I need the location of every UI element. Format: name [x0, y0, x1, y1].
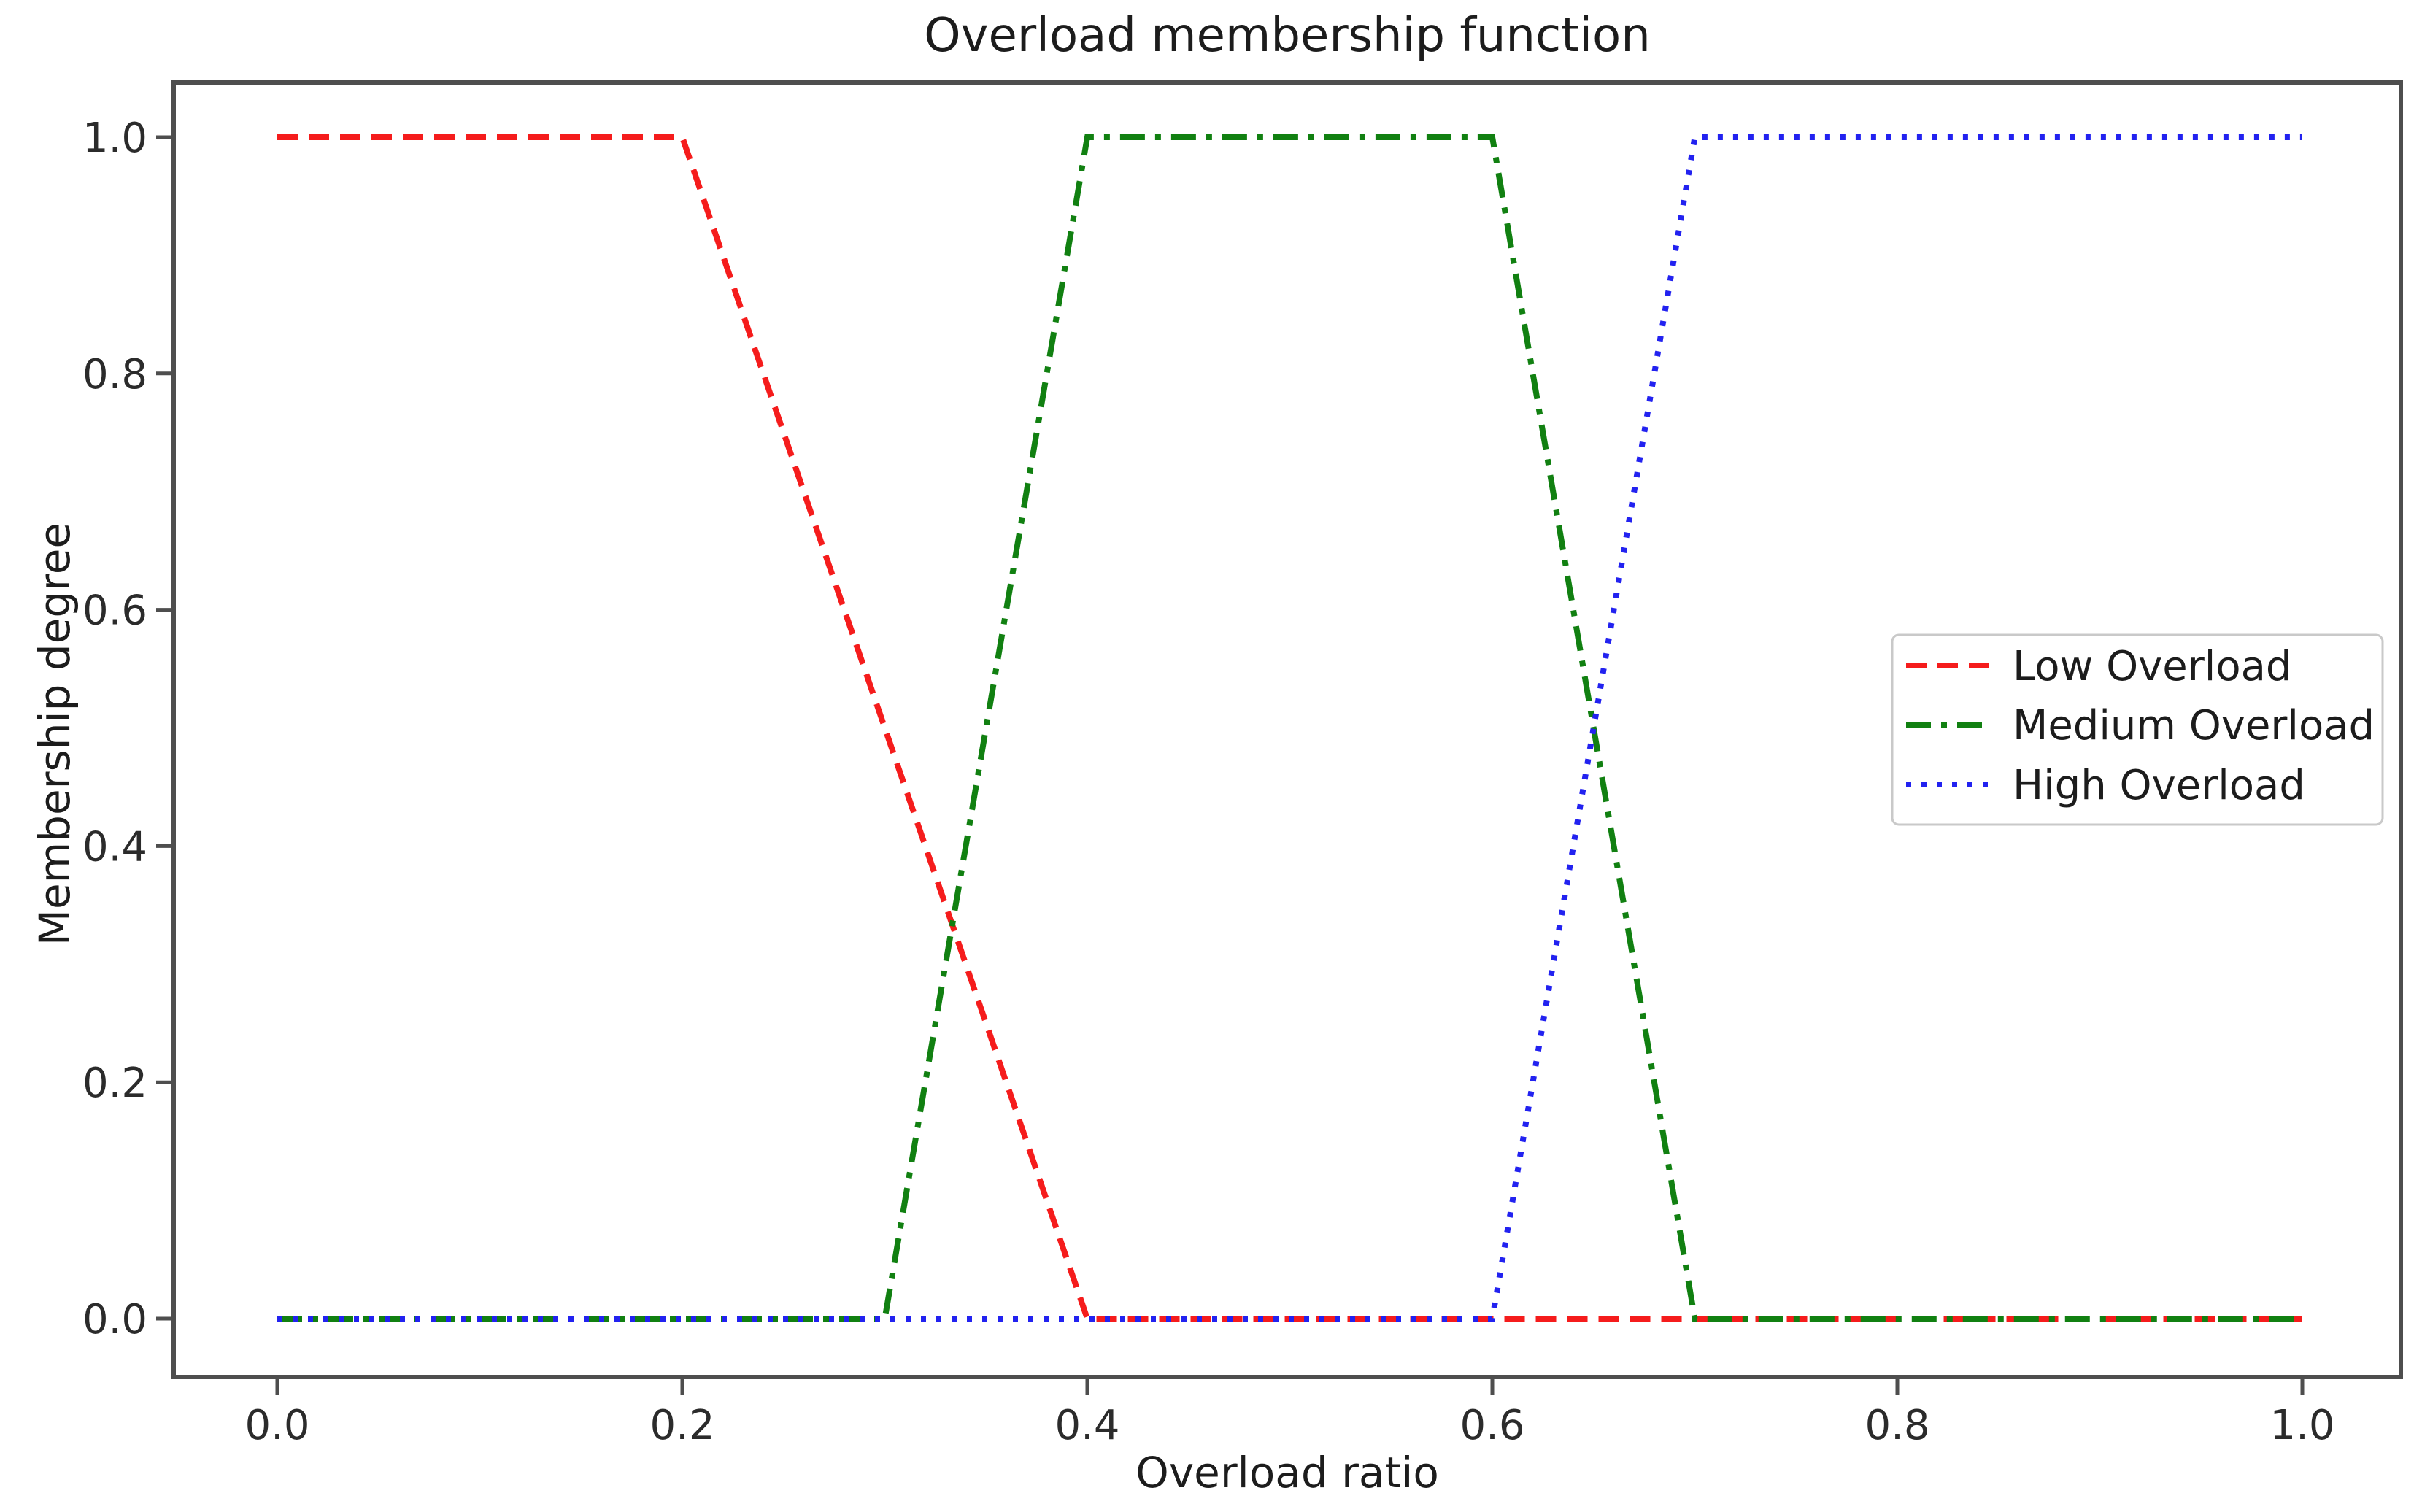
y-tick-label: 1.0: [82, 115, 147, 162]
y-tick-label: 0.0: [82, 1296, 147, 1343]
y-axis-label: Membership degree: [30, 522, 80, 946]
y-tick-label: 0.6: [82, 587, 147, 635]
series-lines: [277, 134, 2302, 1322]
series-line-medium-overload: [277, 134, 2302, 1322]
legend-label: Medium Overload: [2013, 702, 2375, 749]
x-tick-label: 1.0: [2269, 1402, 2334, 1449]
y-axis-tick-labels: 0.0 0.2 0.4 0.6 0.8 1.0: [82, 115, 147, 1343]
chart-title: Overload membership function: [924, 9, 1651, 63]
plot-area-spines: [171, 80, 2403, 1379]
x-axis-label: Overload ratio: [1135, 1448, 1439, 1497]
x-axis-tick-labels: 0.0 0.2 0.4 0.6 0.8 1.0: [244, 1402, 2334, 1449]
legend: Low Overload Medium Overload High Overload: [1891, 633, 2384, 826]
legend-label: Low Overload: [2013, 643, 2291, 690]
series-line-high-overload: [277, 134, 2302, 1322]
x-tick-label: 0.6: [1459, 1402, 1524, 1449]
x-tick-label: 0.2: [649, 1402, 714, 1449]
legend-item: High Overload: [1906, 762, 2305, 809]
x-tick-label: 0.0: [244, 1402, 309, 1449]
y-tick-label: 0.2: [82, 1060, 147, 1107]
x-tick-label: 0.8: [1864, 1402, 1929, 1449]
y-tick-label: 0.4: [82, 823, 147, 871]
legend-item: Low Overload: [1906, 643, 2291, 690]
y-axis-ticks: [156, 135, 174, 1321]
legend-item: Medium Overload: [1906, 702, 2375, 749]
x-axis-ticks: [275, 1377, 2305, 1395]
y-tick-label: 0.8: [82, 351, 147, 398]
legend-items: Low Overload Medium Overload High Overload: [1906, 643, 2375, 809]
legend-box: [1891, 633, 2384, 826]
x-tick-label: 0.4: [1054, 1402, 1119, 1449]
legend-label: High Overload: [2013, 762, 2305, 809]
